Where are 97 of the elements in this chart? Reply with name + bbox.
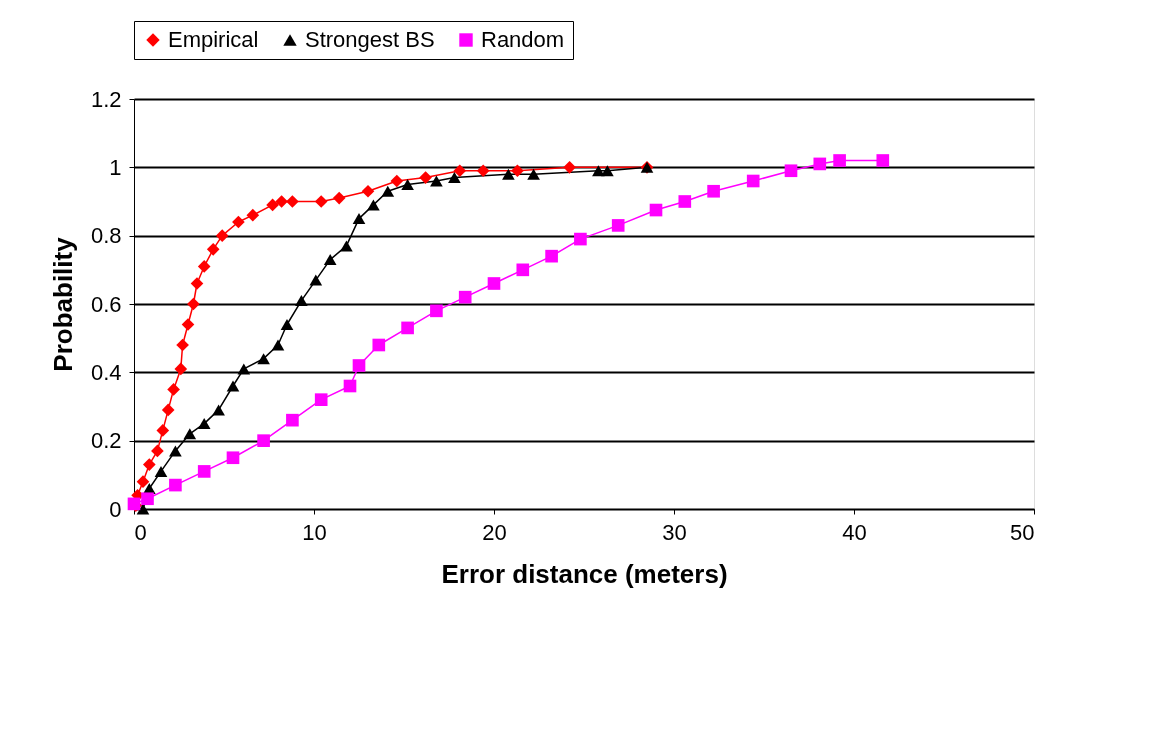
legend-label: Empirical: [168, 27, 259, 52]
point: [190, 277, 204, 290]
point: [151, 444, 164, 458]
point: [458, 290, 472, 304]
legend-label: Strongest BS: [305, 27, 435, 52]
y-tick-label: 0: [109, 496, 122, 522]
point: [678, 195, 692, 208]
point: [601, 165, 614, 177]
point: [197, 418, 211, 430]
point: [390, 174, 404, 188]
y-tick-label: 1.2: [90, 86, 122, 112]
point: [448, 172, 461, 184]
point: [187, 297, 200, 311]
point: [401, 321, 414, 335]
point: [784, 164, 798, 178]
point: [226, 451, 240, 465]
x-tick-label: 30: [662, 519, 687, 545]
point: [232, 215, 245, 229]
point: [136, 475, 150, 488]
point: [314, 195, 328, 208]
point: [257, 353, 270, 365]
point: [161, 403, 175, 417]
point: [476, 164, 490, 178]
x-axis-title: Error distance (meters): [441, 558, 728, 589]
point: [332, 191, 346, 205]
point: [271, 339, 285, 351]
point: [154, 465, 168, 477]
point: [286, 195, 299, 208]
point: [183, 428, 197, 440]
y-tick-label: 0.2: [90, 428, 122, 454]
point: [343, 379, 357, 393]
x-tick-label: 40: [842, 519, 867, 545]
point: [649, 203, 663, 217]
point: [707, 184, 720, 198]
point: [352, 359, 366, 372]
point: [295, 295, 308, 307]
point: [563, 161, 576, 174]
point: [169, 478, 182, 492]
point: [487, 277, 501, 290]
point: [323, 254, 337, 266]
point: [275, 195, 288, 208]
point: [286, 413, 299, 427]
point: [142, 458, 156, 471]
x-tick-label: 10: [302, 519, 327, 545]
y-tick-label: 0.4: [90, 359, 122, 385]
point: [516, 263, 530, 277]
point: [511, 164, 524, 178]
point: [246, 208, 260, 222]
point: [502, 168, 515, 180]
point: [545, 249, 558, 263]
x-tick-label: 20: [482, 519, 507, 545]
point: [372, 338, 386, 352]
y-tick-label: 0.6: [90, 291, 122, 317]
point: [212, 404, 225, 416]
point: [419, 171, 432, 184]
point: [813, 157, 827, 171]
point: [174, 362, 188, 376]
point: [314, 393, 328, 406]
point: [453, 164, 467, 178]
point: [340, 240, 353, 252]
point: [352, 213, 366, 225]
point: [381, 185, 395, 197]
point: [167, 383, 180, 396]
point: [833, 154, 846, 167]
point: [266, 198, 279, 212]
point: [592, 165, 605, 177]
point: [181, 318, 195, 331]
point: [574, 232, 587, 246]
x-tick-label: 0: [134, 519, 147, 545]
point: [197, 260, 211, 273]
point: [141, 492, 154, 506]
point: [367, 199, 380, 211]
y-tick-label: 0.8: [90, 223, 122, 249]
point: [215, 229, 229, 242]
point: [746, 174, 760, 188]
x-tick-label: 50: [1010, 519, 1035, 545]
point: [876, 154, 890, 167]
point: [206, 243, 220, 256]
point: [401, 178, 414, 190]
point: [197, 465, 211, 478]
point: [361, 184, 375, 198]
point: [611, 219, 625, 232]
point: [430, 175, 443, 187]
y-axis-title: Probability: [47, 236, 78, 372]
point: [527, 168, 540, 180]
point: [309, 274, 323, 286]
point: [430, 304, 443, 318]
point: [237, 363, 251, 375]
point: [176, 338, 189, 352]
point: [156, 424, 170, 437]
point: [280, 319, 294, 330]
point: [169, 445, 182, 457]
point: [257, 434, 270, 447]
point: [226, 380, 240, 392]
y-tick-label: 1: [109, 154, 122, 180]
legend-label: Random: [481, 27, 565, 52]
point: [136, 503, 150, 515]
